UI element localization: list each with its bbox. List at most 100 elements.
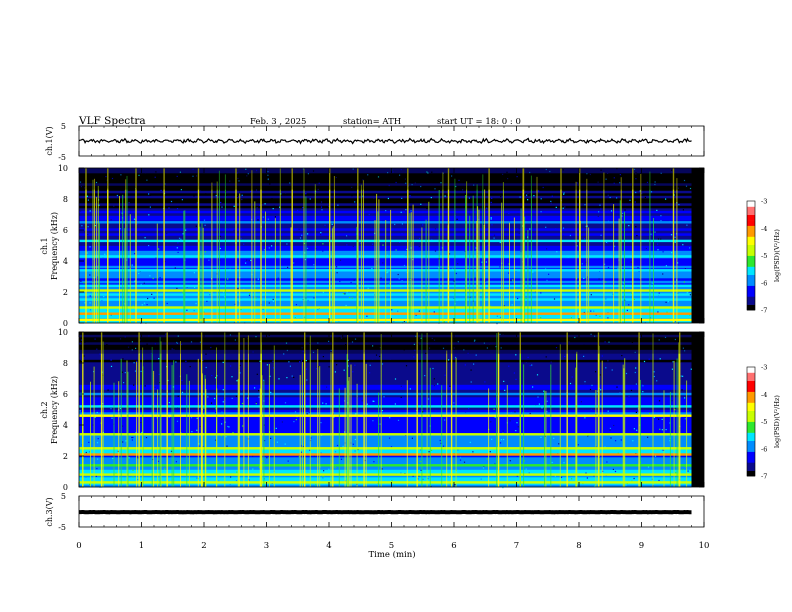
ch2-spectrogram-speckle (131, 439, 133, 441)
ch1-spectrogram-speckle (295, 304, 297, 306)
ch1-spectrogram-speckle (182, 249, 184, 251)
ch1-spectrogram-speckle (298, 316, 300, 318)
ch1-spectrogram-colorbar-swatch (747, 236, 755, 240)
ch1-spectrogram-speckle (550, 202, 552, 204)
ch2-spectrogram-colorbar-swatch (747, 380, 755, 384)
time-tick-label: 8 (576, 541, 581, 551)
ch2-spectrogram-speckle (110, 408, 112, 410)
ch2-spectrogram-speckle (222, 401, 224, 403)
ch1-spectrogram-speckle (128, 189, 130, 191)
ch1-spectrogram-minor-spike (520, 208, 522, 323)
ch2-spectrogram-speckle (630, 389, 633, 391)
ch1-spectrogram-speckle (89, 246, 91, 248)
ch1-waveform-panel: 5 -5 ch.1(V) (45, 122, 705, 162)
ch2-spectrogram-speckle (313, 455, 315, 457)
ch2-spectrogram-speckle (504, 389, 506, 391)
ch1-spectrogram-speckle (279, 206, 281, 208)
ch1-spectrogram-speckle (324, 231, 327, 233)
ch2-spectrogram-colorbar-swatch (747, 372, 755, 376)
ch1-spectrogram-speckle (626, 316, 628, 318)
ch1-spectrogram-speckle (659, 304, 662, 306)
ch1-spectrogram-speckle (457, 263, 459, 265)
ch2-spectrogram-speckle (91, 457, 93, 459)
ch2-spectrogram-noise-row (79, 402, 692, 405)
ch1-spectrogram-speckle (312, 170, 315, 172)
ch2-spectrogram-speckle (190, 442, 193, 444)
ch1-spectrogram-speckle (605, 178, 607, 180)
ch1-spectrogram-speckle (394, 223, 396, 226)
ch1-spectrogram-speckle (616, 197, 618, 199)
ch1-spectrogram-speckle (370, 180, 372, 182)
ch2-spectrogram-speckle (527, 356, 529, 358)
ch1-spectrogram-speckle (420, 231, 422, 233)
ch2-spectrogram-minor-spike (317, 349, 319, 487)
ch2-spectrogram-speckle (659, 358, 661, 360)
ch2-spectrogram-speckle (397, 419, 400, 421)
ch2-spectrogram-speckle (435, 461, 437, 463)
ch1-spectrogram-speckle (665, 265, 667, 267)
ch2-spectrogram-speckle (361, 400, 363, 402)
ch1-spectrogram-speckle (307, 233, 309, 235)
ch2-spectrogram-speckle (176, 342, 178, 344)
ch2-spectrogram-colorbar-swatch (747, 470, 755, 474)
ch2-spectrogram-speckle (491, 438, 493, 440)
ch1-spectrogram-speckle (410, 210, 412, 212)
ch2-spectrogram-noise-row (79, 367, 692, 370)
ch1-spectrogram-speckle (158, 186, 160, 188)
ch1-spectrogram-speckle (190, 264, 192, 266)
ch2-spectrogram-speckle (276, 441, 278, 443)
ch1-spectrogram-speckle (491, 276, 493, 279)
ch2-spectrogram-speckle (442, 347, 445, 349)
ch2-spectrogram-speckle (188, 342, 190, 344)
ch1-spectrogram-speckle (434, 188, 436, 190)
ch2-spectrogram-speckle (633, 477, 635, 480)
ch1-spectrogram-minor-spike (653, 218, 654, 323)
ch1-spectrogram-speckle (174, 267, 176, 269)
ch1-spectrogram-colorbar-swatch (747, 255, 755, 259)
ch2-spectrogram-noise-row (79, 379, 692, 383)
ch2-spectrogram-speckle (145, 437, 148, 439)
ch1-spectrogram-minor-spike (274, 218, 276, 323)
ch1-spectrogram-speckle (409, 177, 411, 179)
ch1-spectrogram-noise-row (79, 190, 692, 194)
ch2-spectrogram-speckle (636, 429, 638, 431)
ch1-spectrogram-speckle (556, 251, 558, 253)
ch1-spectrogram-speckle (538, 190, 540, 192)
ch2-spectrogram-speckle (628, 395, 630, 397)
ch2-spectrogram-speckle (94, 345, 96, 347)
ch1-ytick-top: 5 (61, 122, 66, 131)
ch1-spectrogram-speckle (297, 317, 299, 319)
ch2-spectrogram-speckle (336, 444, 339, 447)
ch1-spectrogram-speckle (299, 237, 302, 239)
ch2-spectrogram-speckle (454, 345, 456, 347)
ch2-spectrogram-speckle (242, 425, 244, 427)
ch2-spectrogram-minor-spike (559, 344, 561, 487)
ch1-spectrogram-speckle (272, 300, 275, 302)
ch1-spectrogram-minor-spike (362, 180, 364, 323)
ch1-spectrogram-minor-spike (428, 201, 430, 323)
ch2-spectrogram-speckle (111, 417, 113, 419)
ch1-spectrogram-speckle (240, 308, 242, 311)
ch2-spectrogram-speckle (688, 410, 691, 412)
ch2-spectrogram-speckle (85, 443, 87, 445)
ch1-spectrogram-minor-spike (124, 228, 126, 323)
ch2-spectrogram-speckle (170, 450, 173, 452)
ch1-spectrogram-speckle (493, 237, 495, 239)
ch2-spectrogram-speckle (372, 420, 374, 422)
ch1-spectrogram-speckle (563, 192, 565, 194)
ch1-spectrogram-speckle (229, 180, 231, 182)
ch2-spectrogram-minor-spike (488, 388, 490, 487)
ch2-spectrogram-minor-spike (159, 336, 161, 487)
ch1-spectrogram-minor-spike (530, 175, 532, 323)
ch1-spectrogram-speckle (326, 233, 328, 235)
ch2-spectrogram-speckle (364, 472, 366, 474)
ch2-spectrogram-speckle (334, 371, 336, 373)
ch1-spectrogram-spike (488, 168, 490, 323)
ch2-spectrogram-minor-spike (102, 341, 104, 487)
ch2-spectrogram-speckle (632, 440, 634, 442)
ch1-spectrogram-speckle (670, 234, 673, 236)
ch2-spectrogram-speckle (96, 348, 98, 350)
ch1-spectrogram-speckle (682, 209, 684, 211)
ch1-spectrogram-speckle (480, 294, 482, 296)
